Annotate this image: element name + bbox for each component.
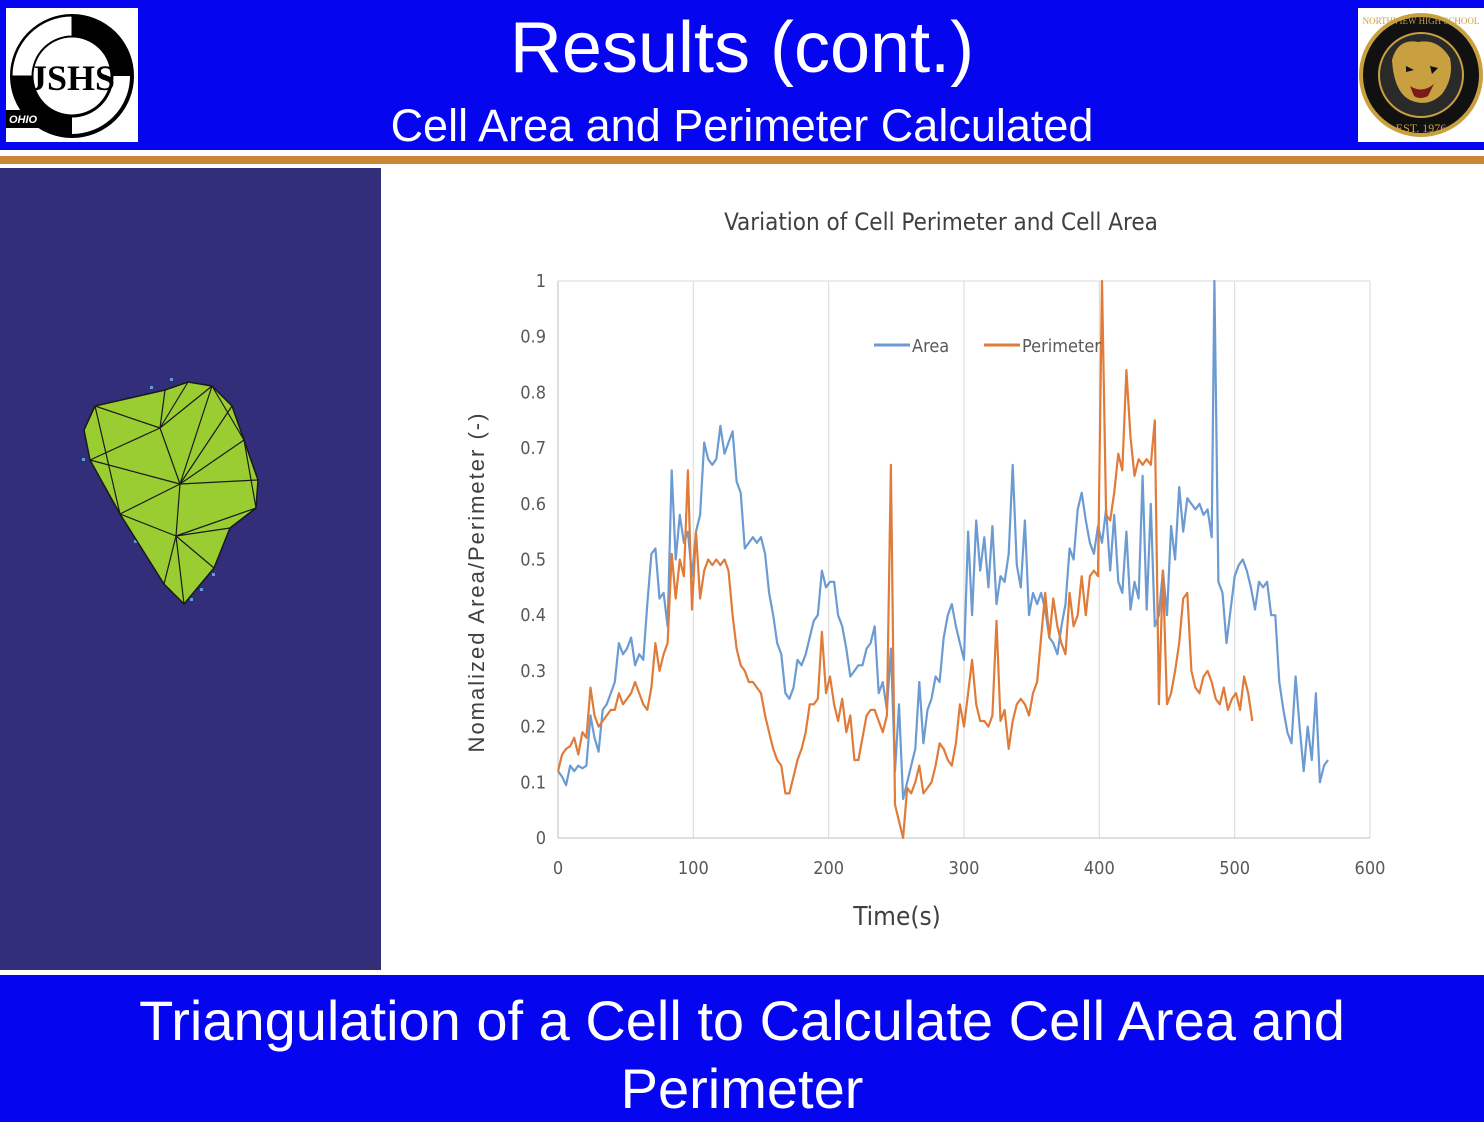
footer-banner: Triangulation of a Cell to Calculate Cel…	[0, 975, 1484, 1122]
x-tick-label: 0	[553, 858, 563, 879]
chart-axes	[557, 281, 1370, 839]
legend-label-perimeter: Perimeter	[1022, 336, 1101, 357]
footer-caption: Triangulation of a Cell to Calculate Cel…	[139, 989, 1345, 1120]
series-line-perimeter	[556, 279, 1254, 840]
page-title: Results (cont.)	[509, 8, 975, 88]
triangulated-cell-image	[0, 168, 381, 970]
divider-orange	[0, 156, 1484, 164]
chart-area: Variation of Cell Perimeter and Cell Are…	[384, 168, 1484, 970]
legend-label-area: Area	[912, 336, 949, 357]
page-subtitle: Cell Area and Perimeter Calculated	[390, 100, 1094, 151]
y-axis-label: Nomalized Area/Perimeter (-)	[464, 412, 489, 753]
y-tick-label: 0.9	[520, 327, 546, 348]
y-tick-label: 0.6	[520, 494, 546, 515]
x-tick-label: 500	[1219, 858, 1250, 879]
jshs-seal-icon: JSHS OHIO	[6, 14, 134, 138]
ohio-label: OHIO	[9, 114, 38, 126]
est-label: EST. 1976	[1396, 121, 1446, 135]
y-tick-label: 0.5	[520, 550, 546, 571]
chart-series-lines	[556, 279, 1329, 840]
x-tick-label: 400	[1084, 858, 1115, 879]
y-tick-label: 0.7	[520, 438, 546, 459]
northview-ring-text: NORTHVIEW HIGH SCHOOL	[1363, 16, 1480, 26]
header-banner: JSHS OHIO Results (cont.) Cell Area and …	[0, 0, 1484, 151]
divider-white	[0, 150, 1484, 156]
x-tick-label: 100	[678, 858, 709, 879]
cell-triangulation-icon	[82, 378, 259, 606]
chart-tick-labels: 0 100 200 300 400 500 600 0 0.1 0.2 0.3 0.4 0.5 0.6 0.…	[520, 271, 1385, 879]
x-tick-label: 200	[813, 858, 844, 879]
y-tick-label: 1	[536, 271, 546, 292]
jshs-logo-text: JSHS	[29, 58, 115, 98]
x-tick-label: 300	[949, 858, 980, 879]
y-tick-label: 0	[536, 828, 546, 849]
chart-legend: Area Perimeter	[874, 336, 1101, 357]
y-tick-label: 0.4	[520, 605, 546, 626]
jshs-logo: JSHS OHIO	[6, 8, 138, 142]
x-tick-label: 600	[1355, 858, 1386, 879]
chart-title: Variation of Cell Perimeter and Cell Are…	[724, 208, 1158, 236]
y-tick-label: 0.8	[520, 382, 546, 403]
panther-seal-icon: NORTHVIEW HIGH SCHOOL EST. 1976	[1359, 13, 1483, 137]
y-tick-label: 0.1	[520, 772, 546, 793]
x-axis-label: Time(s)	[852, 902, 941, 932]
y-tick-label: 0.2	[520, 717, 546, 738]
y-tick-label: 0.3	[520, 661, 546, 682]
line-chart: Variation of Cell Perimeter and Cell Are…	[464, 208, 1385, 932]
northview-logo: NORTHVIEW HIGH SCHOOL EST. 1976	[1358, 8, 1484, 142]
series-line-area	[557, 279, 1329, 801]
